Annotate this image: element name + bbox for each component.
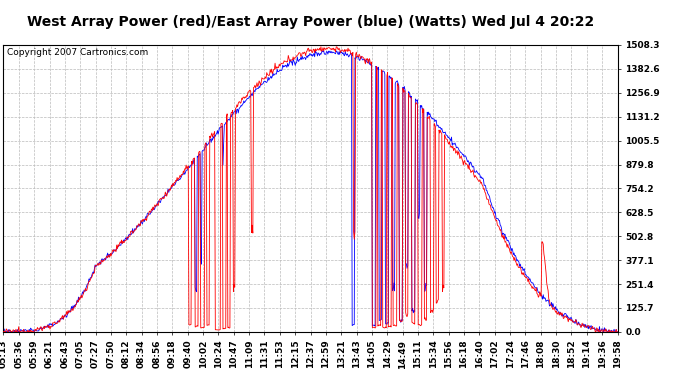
Text: West Array Power (red)/East Array Power (blue) (Watts) Wed Jul 4 20:22: West Array Power (red)/East Array Power …	[27, 15, 594, 29]
Text: Copyright 2007 Cartronics.com: Copyright 2007 Cartronics.com	[6, 48, 148, 57]
